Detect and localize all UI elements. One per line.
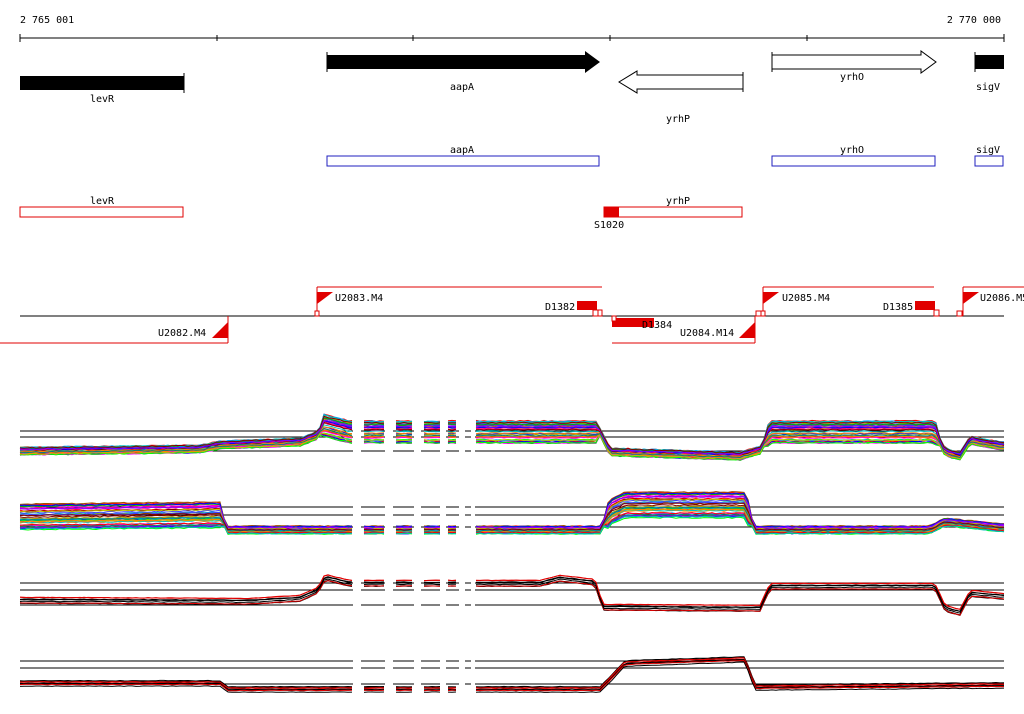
data-gap (353, 643, 361, 706)
segment-label-U2085: U2085.M4 (782, 293, 830, 304)
expression-series-line (19, 419, 1005, 455)
annotation-yrhP[interactable]: yrhP S1020 (594, 196, 743, 231)
promoter-S1020[interactable] (604, 207, 619, 217)
annotation-track-red: levR yrhP S1020 (19, 196, 743, 231)
data-gap (440, 643, 446, 706)
annotation-levR[interactable]: levR (19, 196, 184, 218)
data-gap (440, 413, 446, 473)
expression-series-line (19, 576, 1005, 612)
expression-series-line (19, 434, 1005, 461)
expression-series-line (19, 661, 1005, 693)
segment-label-D1382: D1382 (545, 302, 575, 313)
gene-levR[interactable]: levR (20, 73, 185, 105)
expression-series-line (19, 427, 1005, 459)
data-gap (459, 489, 465, 549)
data-gap (414, 489, 421, 549)
data-gap (471, 413, 475, 473)
gene-label-yrhP: yrhP (666, 114, 690, 125)
expression-series-line (19, 577, 1005, 612)
data-gap (471, 565, 475, 627)
expression-series-line (19, 574, 1005, 610)
segment-label-D1385: D1385 (883, 302, 913, 313)
gene-label-sigV: sigV (976, 82, 1000, 93)
annotation-track-blue: aapA yrhO sigV (326, 145, 1004, 167)
segment-U2084[interactable]: U2084.M14 (611, 315, 756, 344)
data-gap (459, 413, 465, 473)
ruler-end-label: 2 770 000 (947, 15, 1001, 26)
data-gap (353, 413, 361, 473)
data-gap (440, 489, 446, 549)
segment-U2082[interactable]: U2082.M4 (0, 316, 229, 344)
expression-track-3 (19, 565, 1005, 627)
expression-track-4 (19, 643, 1005, 706)
segment-label-D1384: D1384 (642, 320, 672, 331)
gene-track: levR aapA yrhP yrhO sigV (20, 50, 1004, 125)
expression-series-line (19, 426, 1005, 458)
expression-series-line (19, 656, 1005, 688)
expression-series-line (19, 492, 1005, 528)
expression-series-line (19, 578, 1005, 614)
promoter-label: S1020 (594, 220, 624, 231)
expression-series-line (19, 580, 1005, 616)
expression-track-2 (19, 489, 1005, 549)
expression-track-1 (19, 413, 1005, 473)
segment-label-U2086: U2086.M5 (980, 293, 1024, 304)
data-gap (471, 489, 475, 549)
annotation-sigV[interactable]: sigV (974, 145, 1004, 167)
gene-yrhP[interactable]: yrhP (618, 70, 744, 125)
segment-D1382[interactable]: D1382 (545, 301, 603, 317)
expression-series-line (19, 659, 1004, 691)
ruler-start-label: 2 765 001 (20, 15, 74, 26)
segment-label-U2083: U2083.M4 (335, 293, 383, 304)
annotation-label-yrhO: yrhO (840, 145, 864, 156)
expression-series-line (19, 515, 1005, 535)
gene-yrhO[interactable]: yrhO (771, 50, 937, 83)
annotation-label-aapA: aapA (450, 145, 474, 156)
data-gap (385, 489, 393, 549)
segment-D1384[interactable]: D1384 (612, 318, 672, 331)
gene-label-yrhO: yrhO (840, 72, 864, 83)
coordinate-ruler: 2 765 001 2 770 000 (19, 15, 1005, 42)
data-gap (459, 643, 465, 706)
expression-series-line (19, 502, 1004, 531)
annotation-label-sigV: sigV (976, 145, 1000, 156)
data-gap (385, 413, 393, 473)
annotation-label-yrhP: yrhP (666, 196, 690, 207)
segment-U2085[interactable]: U2085.M4 (755, 286, 934, 317)
expression-series-line (19, 415, 1005, 454)
expression-series-line (19, 417, 1005, 454)
data-gap (414, 565, 421, 627)
gene-label-levR: levR (90, 94, 115, 105)
data-gap (471, 643, 475, 706)
data-gap (353, 565, 361, 627)
annotation-aapA[interactable]: aapA (326, 145, 600, 167)
segment-label-U2082: U2082.M4 (158, 328, 206, 339)
expression-series-line (19, 424, 1005, 457)
segment-D1385[interactable]: D1385 (883, 301, 940, 317)
expression-series-line (19, 657, 1005, 689)
expression-series-line (19, 506, 1005, 532)
segment-U2083[interactable]: U2083.M4 (314, 286, 602, 317)
gene-aapA[interactable]: aapA (326, 51, 600, 93)
segment-label-U2084: U2084.M14 (680, 328, 734, 339)
data-gap (414, 643, 421, 706)
segment-U2086[interactable]: U2086.M5 (956, 286, 1024, 317)
expression-series-line (19, 659, 1005, 692)
annotation-yrhO[interactable]: yrhO (771, 145, 936, 167)
data-gap (440, 565, 446, 627)
segment-track: U2083.M4 D1382 U2082.M4 D1384 U2084.M14 (0, 286, 1024, 344)
data-gap (459, 565, 465, 627)
expression-series-line (19, 495, 1005, 529)
data-gap (414, 413, 421, 473)
gene-label-aapA: aapA (450, 82, 474, 93)
data-gap (385, 643, 393, 706)
data-gap (353, 489, 361, 549)
annotation-label-levR: levR (90, 196, 115, 207)
data-gap (385, 565, 393, 627)
gene-sigV[interactable]: sigV (974, 52, 1004, 93)
expression-series-line (19, 432, 1005, 460)
